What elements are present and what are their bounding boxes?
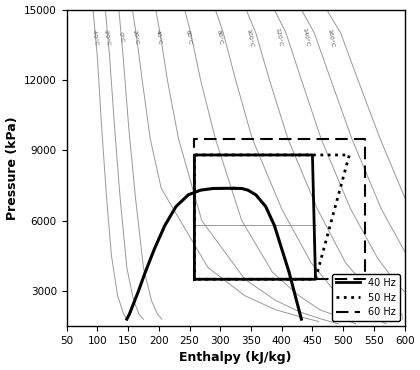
Text: 160°C: 160°C — [327, 28, 335, 48]
Text: 60°C: 60°C — [184, 30, 192, 46]
Text: -40°C: -40°C — [90, 28, 98, 47]
Y-axis label: Pressure (kPa): Pressure (kPa) — [5, 116, 18, 220]
Text: 100°C: 100°C — [246, 28, 254, 48]
Text: 80°C: 80°C — [216, 30, 223, 46]
Text: 20°C: 20°C — [131, 30, 139, 46]
X-axis label: Enthalpy (kJ/kg): Enthalpy (kJ/kg) — [179, 352, 292, 364]
Text: 0°C: 0°C — [117, 32, 124, 44]
Text: 40°C: 40°C — [155, 30, 163, 46]
Text: 140°C: 140°C — [301, 28, 309, 48]
Legend: 40 Hz, 50 Hz, 60 Hz: 40 Hz, 50 Hz, 60 Hz — [332, 274, 400, 321]
Text: -20°C: -20°C — [103, 28, 111, 47]
Text: 120°C: 120°C — [274, 28, 282, 48]
